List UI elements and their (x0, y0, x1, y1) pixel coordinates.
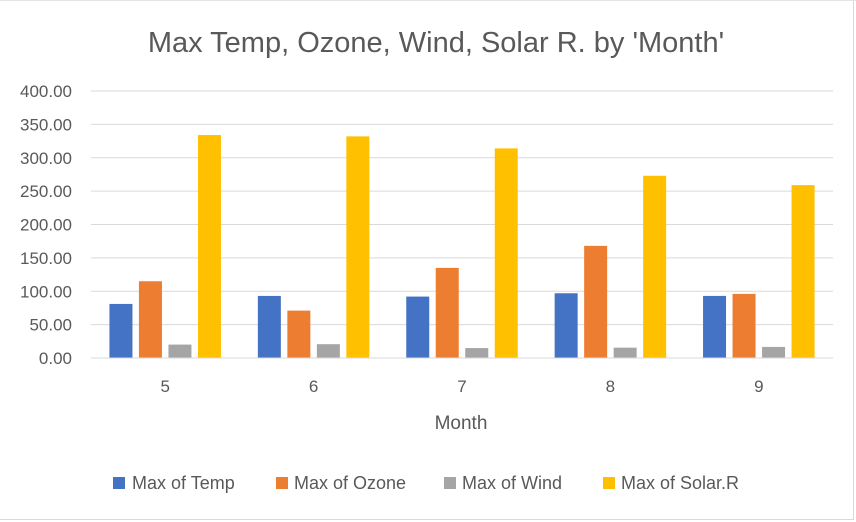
bar-max-of-wind-month-6 (316, 344, 340, 358)
legend: Max of Temp Max of Ozone Max of Wind Max of… (113, 473, 739, 493)
x-tick-label: 6 (309, 377, 318, 396)
x-tick-label: 5 (160, 377, 169, 396)
y-tick-label: 50.00 (29, 316, 72, 335)
bar-max-of-ozone-month-7 (435, 267, 459, 358)
legend-swatch (603, 477, 615, 489)
bar-max-of-ozone-month-8 (584, 245, 608, 358)
bar-max-of-ozone-month-6 (287, 310, 311, 358)
bar-max-of-solar-r-month-7 (494, 148, 518, 358)
bar-max-of-temp-month-9 (703, 295, 727, 358)
legend-swatch (113, 477, 125, 489)
top-divider (0, 0, 856, 1)
y-tick-label: 200.00 (20, 216, 72, 235)
bar-max-of-solar-r-month-5 (197, 135, 221, 358)
y-tick-label: 300.00 (20, 149, 72, 168)
y-tick-label: 400.00 (20, 82, 72, 101)
x-axis-ticks: 5 6 7 8 9 (160, 377, 763, 396)
bars (109, 135, 815, 358)
bar-max-of-ozone-month-5 (138, 281, 162, 358)
legend-label: Max of Solar.R (621, 473, 739, 493)
x-tick-label: 7 (457, 377, 466, 396)
legend-label: Max of Wind (462, 473, 562, 493)
bar-max-of-temp-month-8 (554, 293, 578, 358)
y-axis-ticks: 0.00 50.00 100.00 150.00 200.00 250.00 300.00 3… (20, 82, 72, 368)
bar-max-of-wind-month-7 (465, 348, 489, 358)
legend-swatch (444, 477, 456, 489)
x-tick-label: 8 (606, 377, 615, 396)
y-tick-label: 150.00 (20, 249, 72, 268)
chart-title: Max Temp, Ozone, Wind, Solar R. by 'Mont… (148, 27, 724, 59)
bar-max-of-temp-month-6 (257, 295, 281, 358)
bar-max-of-solar-r-month-8 (643, 175, 667, 358)
x-axis-title: Month (435, 413, 488, 434)
bar-max-of-wind-month-9 (762, 346, 786, 358)
bar-max-of-temp-month-5 (109, 303, 133, 358)
y-tick-label: 250.00 (20, 182, 72, 201)
y-tick-label: 350.00 (20, 115, 72, 134)
legend-swatch (276, 477, 288, 489)
legend-label: Max of Temp (132, 473, 235, 493)
legend-label: Max of Ozone (294, 473, 406, 493)
bar-max-of-wind-month-8 (613, 347, 637, 358)
y-tick-label: 0.00 (39, 349, 72, 368)
bar-max-of-wind-month-5 (168, 344, 192, 358)
bar-max-of-solar-r-month-9 (791, 185, 815, 358)
y-tick-label: 100.00 (20, 282, 72, 301)
bar-max-of-temp-month-7 (406, 296, 430, 358)
bar-max-of-solar-r-month-6 (346, 136, 370, 358)
x-tick-label: 9 (754, 377, 763, 396)
bar-max-of-ozone-month-9 (732, 293, 756, 358)
